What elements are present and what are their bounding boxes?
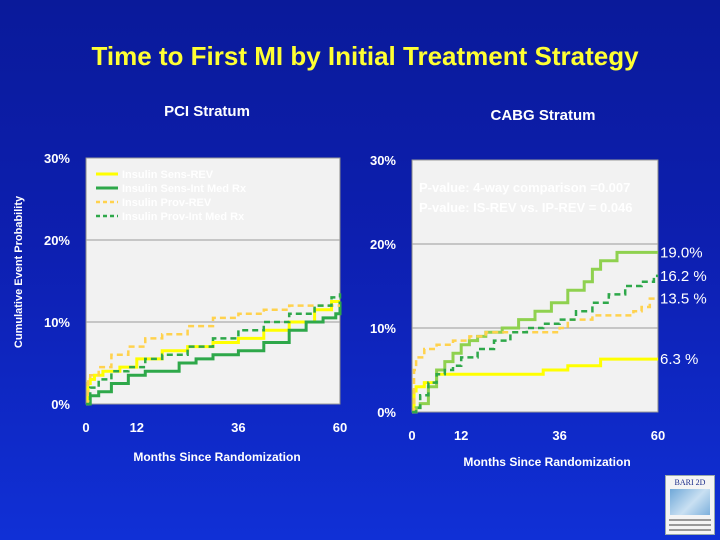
y-tick-label: 20% <box>44 233 70 248</box>
logo-fineprint <box>669 519 711 521</box>
logo-fineprint <box>669 524 711 526</box>
pci-y-axis: 0% 10% 20% 30% <box>44 151 70 412</box>
end-value-label: 19.0% <box>660 244 703 261</box>
cabg-chart-title: CABG Stratum <box>490 107 595 124</box>
pci-plot-area <box>85 157 341 405</box>
end-value-label: 6.3 % <box>660 351 698 368</box>
x-tick-label: 36 <box>552 428 566 443</box>
series-line-insulin-sens-rev <box>412 357 658 414</box>
cabg-end-labels: 6.3 % 19.0% 13.5 % 16.2 % <box>660 244 707 368</box>
y-tick-label: 10% <box>44 315 70 330</box>
cabg-annotation-is-ip: P-value: IS-REV vs. IP-REV = 0.046 <box>419 200 633 215</box>
series-line-insulin-sens-int-med-rx <box>86 301 342 406</box>
cabg-gridlines <box>412 159 658 413</box>
x-tick-label: 60 <box>651 428 665 443</box>
pci-series-lines <box>86 293 342 406</box>
series-line-insulin-prov-int-med-rx <box>86 293 342 406</box>
y-tick-label: 30% <box>370 153 396 168</box>
logo-text: BARI 2D <box>674 478 706 487</box>
y-tick-label: 0% <box>377 405 396 420</box>
cabg-y-axis: 0% 10% 20% 30% <box>370 153 396 420</box>
legend-label-sens-med: Insulin Sens-Int Med Rx <box>122 183 247 195</box>
x-tick-label: 60 <box>333 420 347 435</box>
logo-image <box>670 489 710 515</box>
cabg-series-lines <box>412 250 658 414</box>
bari2d-logo: BARI 2D <box>665 475 715 535</box>
series-line-insulin-prov-int-med-rx <box>412 274 658 414</box>
cabg-chart: CABG Stratum 0% 10% 20% 30% 0 12 36 60 Months … <box>370 107 707 469</box>
slide-title: Time to First MI by Initial Treatment St… <box>91 41 639 71</box>
cabg-x-axis: 0 12 36 60 <box>408 428 665 443</box>
pci-legend: Insulin Sens-REV Insulin Sens-Int Med Rx… <box>96 169 247 223</box>
end-value-label: 13.5 % <box>660 291 707 308</box>
pci-x-axis: 0 12 36 60 <box>82 420 347 435</box>
pci-chart: PCI Stratum 0% 10% 20% 30% 0 12 36 60 Months S… <box>13 103 347 464</box>
end-value-label: 16.2 % <box>660 268 707 285</box>
cabg-x-axis-label: Months Since Randomization <box>463 455 630 469</box>
series-line-insulin-prov-rev <box>412 297 658 414</box>
legend-label-prov-med: Insulin Prov-Int Med Rx <box>122 211 245 223</box>
legend-label-prov-rev: Insulin Prov-REV <box>122 197 212 209</box>
series-line-insulin-sens-rev <box>86 300 340 406</box>
pci-x-axis-label: Months Since Randomization <box>133 450 300 464</box>
pci-chart-title: PCI Stratum <box>164 103 250 120</box>
pci-y-axis-label: Cumulative Event Probability <box>13 195 25 348</box>
series-line-insulin-prov-rev <box>86 304 340 406</box>
y-tick-label: 30% <box>44 151 70 166</box>
cabg-annotation-4way: P-value: 4-way comparison =0.007 <box>419 180 630 195</box>
legend-label-sens-rev: Insulin Sens-REV <box>122 169 214 181</box>
x-tick-label: 0 <box>408 428 415 443</box>
x-tick-label: 12 <box>130 420 144 435</box>
x-tick-label: 12 <box>454 428 468 443</box>
y-tick-label: 10% <box>370 321 396 336</box>
logo-fineprint <box>669 529 711 531</box>
y-tick-label: 20% <box>370 237 396 252</box>
x-tick-label: 0 <box>82 420 89 435</box>
y-tick-label: 0% <box>51 397 70 412</box>
x-tick-label: 36 <box>231 420 245 435</box>
